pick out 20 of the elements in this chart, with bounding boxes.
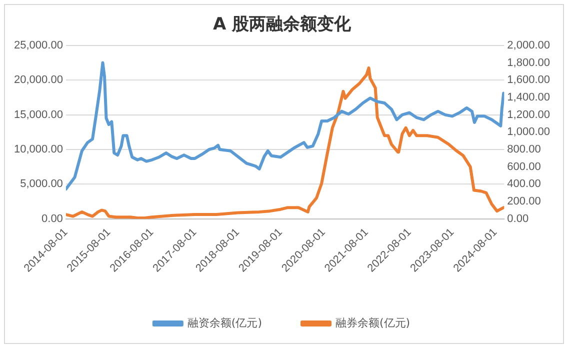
y2-tick-label: 1,600.00 — [507, 74, 550, 86]
legend-label: 融券余额(亿元) — [336, 316, 410, 330]
y2-tick-label: 1,200.00 — [507, 108, 550, 121]
y2-tick-label: 1,400.00 — [507, 91, 550, 104]
y2-tick-label: 200.00 — [507, 196, 541, 208]
y2-tick-label: 0.00 — [507, 212, 529, 225]
y-tick-label: 25,000.00 — [14, 39, 63, 52]
y2-tick-label: 800.00 — [507, 144, 541, 156]
y2-tick-label: 600.00 — [507, 160, 541, 173]
chart-title: A 股两融余额变化 — [212, 14, 352, 35]
legend-label: 融资余额(亿元) — [187, 316, 262, 330]
y2-tick-label: 1,800.00 — [507, 56, 550, 69]
y-tick-label: 0.00 — [42, 212, 63, 225]
y2-tick-label: 400.00 — [507, 178, 541, 190]
y-tick-label: 20,000.00 — [14, 74, 63, 86]
y-tick-label: 5,000.00 — [20, 178, 63, 190]
y2-tick-label: 1,000.00 — [507, 126, 550, 138]
y-tick-label: 10,000.00 — [14, 144, 63, 156]
y2-tick-label: 2,000.00 — [507, 39, 550, 52]
y-tick-label: 15,000.00 — [14, 108, 63, 121]
